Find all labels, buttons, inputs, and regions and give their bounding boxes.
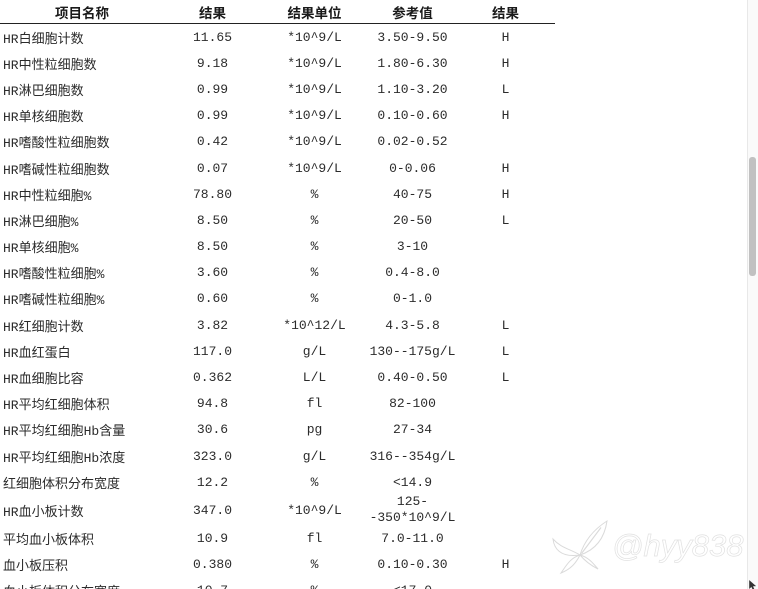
svg-text:@hyy838: @hyy838 [612, 528, 744, 563]
